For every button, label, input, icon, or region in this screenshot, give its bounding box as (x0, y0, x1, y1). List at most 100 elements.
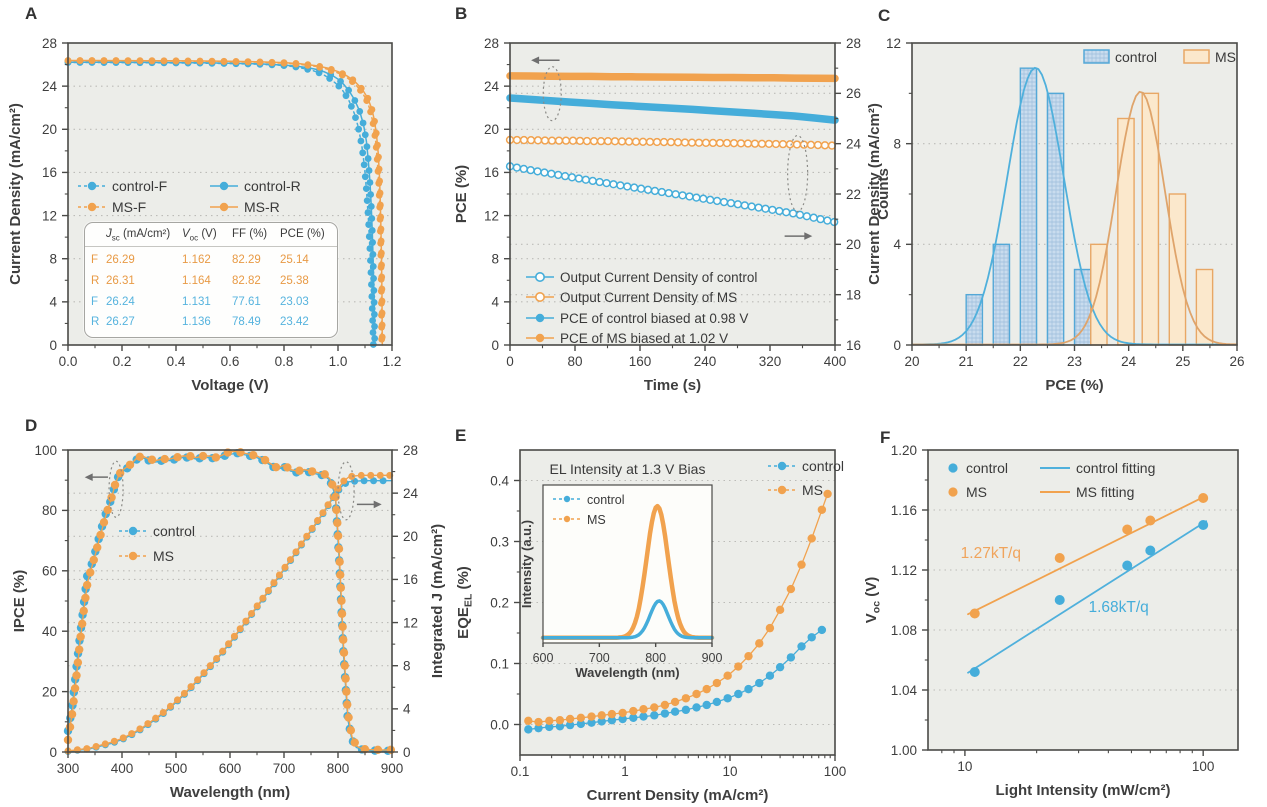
series-eqe-ms (524, 489, 832, 727)
x-tick-label: 26 (1229, 354, 1244, 369)
y-tick-label: 0 (893, 338, 901, 353)
series-pce-of-control (506, 94, 839, 124)
y-tick-label: 1.00 (891, 743, 917, 758)
panel-d-label: D (25, 416, 38, 435)
y-tick-label: 40 (42, 624, 57, 639)
legend-item: control fitting (1040, 460, 1155, 476)
y-tick-label: 26 (846, 86, 861, 101)
series-MS-R (64, 57, 386, 346)
y-tick-label: 0.4 (490, 473, 509, 488)
annotation-text: 1.27kT/q (961, 545, 1021, 562)
y-tick-label: 18 (846, 287, 861, 302)
y-tick-label: 60 (42, 564, 57, 579)
annotation-ellipse (337, 461, 355, 521)
legend-label: MS-R (244, 199, 280, 215)
inset-title: EL Intensity at 1.3 V Bias (550, 461, 706, 477)
x-tick-label: 700 (273, 761, 296, 776)
legend-label: MS (153, 548, 174, 564)
y-tick-label: 4 (491, 295, 499, 310)
legend-item: PCE of MS biased at 1.02 V (526, 331, 728, 346)
series (524, 489, 832, 734)
eqe-el-chart: 0.1 1 10 100 0.0 0.1 0.2 0.3 0.4 EQEEL (%) Current… (455, 449, 847, 804)
legend-label: control (1115, 49, 1157, 65)
x-tick-label: 20 (904, 354, 919, 369)
x-tick-label: 80 (567, 354, 582, 369)
x-tick-label: 600 (533, 651, 554, 665)
panel-a-label: A (25, 4, 38, 23)
y-tick-label: 20 (484, 122, 499, 137)
legend-item: control (119, 523, 195, 539)
x-tick-label: 23 (1067, 354, 1082, 369)
axes: 0 80 160 240 320 400 0 4 8 12 16 20 24 28 PCE (%) 16 18 2… (453, 36, 883, 394)
legend-label: MS (802, 482, 823, 498)
legend-label: control-R (244, 178, 301, 194)
y-tick-label: 80 (42, 503, 57, 518)
y-tick-label: 4 (403, 702, 411, 717)
x-tick-label: 0 (506, 354, 514, 369)
plot-background (543, 485, 712, 643)
x-tick-label: 100 (824, 764, 847, 779)
y-tick-label: 1.08 (891, 623, 917, 638)
panel-f-label: F (880, 428, 891, 447)
series-ms-fitting (967, 494, 1208, 616)
y-tick-label: 8 (491, 252, 499, 267)
series-control-fitting (967, 520, 1208, 674)
stabilized-output-chart: 0 80 160 240 320 400 0 4 8 12 16 20 24 28 PCE (%) 16 18 2… (453, 36, 883, 394)
series-ipce-ms (63, 448, 396, 755)
y-tick-label: 28 (484, 36, 499, 51)
y-tick-label: 16 (484, 165, 499, 180)
y-tick-label: 0 (49, 338, 57, 353)
legend: control MS (1083, 49, 1236, 65)
x-minor-ticks (94, 752, 366, 756)
voc-light-intensity-chart: 10 100 1.00 1.04 1.08 1.12 1.16 1.20 Voc (V) Ligh… (863, 443, 1239, 799)
x-tick-label: 320 (759, 354, 782, 369)
y-axis-title: EQEEL (%) (455, 566, 475, 639)
y-tick-label: 100 (34, 443, 57, 458)
annotation-text: 1.68kT/q (1088, 599, 1148, 616)
y-tick-label: 24 (846, 136, 862, 151)
gridlines (928, 509, 1238, 691)
x-axis-title: Time (s) (644, 377, 701, 394)
annotation-arrow (784, 232, 813, 240)
x-tick-label: 25 (1175, 354, 1190, 369)
x-tick-label: 0.0 (59, 354, 78, 369)
y-tick-label: 0 (403, 745, 411, 760)
x-axis-title: Voltage (V) (191, 377, 268, 394)
header-jsc: Jsc (mA/cm²) (106, 228, 171, 243)
series (63, 448, 396, 755)
series-el-control (541, 599, 714, 640)
panel-a: A 0.0 0.2 0.4 0.6 0.8 1.0 1.2 0 4 8 12 16 20 24 28 Curr… (0, 0, 430, 400)
x-tick-label: 10 (957, 759, 972, 774)
x-tick-label: 0.4 (167, 354, 186, 369)
legend-label: control fitting (1076, 460, 1155, 476)
x-tick-label: 0.6 (221, 354, 240, 369)
x-axis-title: PCE (%) (1045, 377, 1103, 394)
y-tick-label: 28 (42, 36, 57, 51)
y-axis-title: Counts (875, 168, 892, 220)
table-row: F 26.24 1.131 77.61 23.03 (91, 295, 309, 308)
legend-item: MS-R (210, 199, 280, 215)
y-tick-label: 20 (403, 529, 418, 544)
legend-item: MS (119, 548, 174, 564)
axes: 20 21 22 23 24 25 26 0 4 8 12 Counts PCE (%) (875, 36, 1245, 394)
panel-d: D 300 400 500 600 700 800 900 0 20 40 60 80 100 IPCE … (0, 400, 446, 807)
right-axis-title: Current Density (mA/cm²) (866, 103, 883, 285)
y-tick-label: 12 (484, 208, 499, 223)
legend-label: PCE of MS biased at 1.02 V (560, 331, 728, 346)
y-axis-title: Intensity (a.u.) (519, 520, 534, 608)
legend-label: MS (587, 513, 606, 527)
axes: 600 700 800 900 Intensity (a.u.) Wavelength (… (519, 520, 722, 680)
y-tick-label: 1.20 (891, 443, 917, 458)
series-output-j-of-control (505, 162, 839, 227)
pce-histogram-chart: 20 21 22 23 24 25 26 0 4 8 12 Counts PCE (%) control M… (875, 36, 1245, 394)
y-tick-label: 1.12 (891, 563, 917, 578)
series-eqe-control (524, 625, 827, 734)
x-tick-label: 160 (629, 354, 652, 369)
jv-table-header: Jsc (mA/cm²) Voc (V) FF (%) PCE (%) (85, 223, 337, 248)
x-tick-label: 10 (722, 764, 737, 779)
jv-metrics-table: Jsc (mA/cm²) Voc (V) FF (%) PCE (%) F 26… (84, 222, 338, 338)
header-ff: FF (%) (232, 228, 268, 240)
x-minor-ticks (941, 750, 1193, 754)
panel-f: F 10 100 1.00 1.04 1.08 1.12 1.16 1.20 Voc (V) Li… (863, 400, 1267, 807)
x-tick-label: 0.8 (275, 354, 294, 369)
